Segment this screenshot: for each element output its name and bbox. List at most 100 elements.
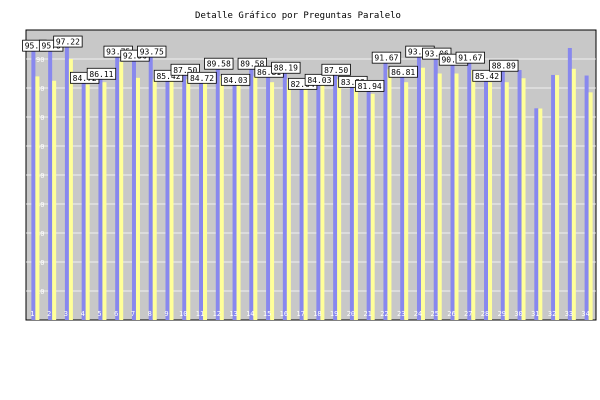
data-label: 87.50: [170, 63, 200, 76]
bar-series2-11: [203, 80, 208, 320]
bar-series1-16: [282, 64, 287, 321]
bar-series2-17: [303, 82, 308, 320]
data-label-text: 89.58: [207, 60, 231, 69]
data-label-text: 86.81: [257, 68, 281, 77]
x-tick-label: 34: [581, 310, 589, 318]
bar-series2-15: [270, 82, 275, 320]
x-tick-label: 28: [481, 310, 489, 318]
bar-series1-19: [333, 66, 338, 320]
x-tick-label: 15: [263, 310, 271, 318]
x-tick-label: 23: [397, 310, 405, 318]
x-tick-label: 9: [164, 310, 168, 318]
bar-series2-3: [68, 58, 73, 320]
bar-series1-15: [266, 68, 271, 320]
x-tick-label: 10: [179, 310, 187, 318]
x-tick-label: 12: [213, 310, 221, 318]
x-tick-label: 32: [548, 310, 556, 318]
bar-series1-5: [98, 70, 103, 320]
y-tick-label: 20: [36, 259, 44, 267]
bar-series2-25: [437, 73, 442, 320]
x-tick-label: 25: [431, 310, 439, 318]
y-tick-label: 60: [36, 143, 44, 151]
data-label-text: 83.33: [341, 78, 365, 87]
bar-series1-4: [81, 74, 86, 320]
bar-series1-32: [551, 74, 556, 320]
bar-series1-8: [148, 48, 153, 320]
bar-series2-21: [370, 93, 375, 320]
bar-series1-24: [416, 48, 421, 320]
bar-series2-29: [504, 82, 509, 320]
bar-series2-6: [119, 61, 124, 321]
bar-series1-27: [467, 54, 472, 320]
bar-series1-34: [584, 75, 589, 320]
data-label-text: 81.94: [358, 82, 382, 91]
bar-series1-17: [299, 80, 304, 321]
bar-series2-34: [588, 92, 593, 320]
bar-series1-12: [215, 60, 220, 321]
bar-series1-28: [484, 72, 489, 320]
bar-series2-12: [219, 75, 224, 320]
bar-series2-1: [35, 76, 40, 321]
y-tick-label: 90: [36, 56, 44, 64]
bar-series2-28: [488, 82, 493, 320]
bar-series1-14: [249, 60, 254, 321]
x-tick-label: 11: [196, 310, 204, 318]
x-tick-label: 2: [47, 310, 51, 318]
data-label-text: 88.19: [274, 64, 298, 73]
bar-series1-3: [64, 38, 69, 320]
data-label: 88.89: [489, 59, 519, 72]
data-label-text: 93.06: [425, 50, 449, 59]
x-tick-label: 20: [347, 310, 355, 318]
x-tick-label: 16: [280, 310, 288, 318]
data-label-text: 95.8: [42, 42, 61, 51]
data-label: 84.72: [187, 71, 217, 84]
bar-series1-7: [131, 52, 136, 320]
bar-series2-22: [387, 69, 392, 320]
data-label-text: 93.75: [140, 48, 164, 57]
y-tick-label: 50: [36, 172, 44, 180]
x-axis-ticks: 1 2 3 4 5 6 7 8 9 10 11 12 13 14 15 16 17 18 19 20 21 22 23 24 2…: [30, 310, 590, 318]
bar-series1-2: [48, 42, 53, 321]
y-tick-label: 80: [36, 85, 44, 93]
data-label-text: 87.50: [173, 66, 197, 75]
data-label-text: 93.75: [106, 48, 130, 57]
bars: [31, 38, 593, 321]
x-tick-label: 3: [64, 310, 68, 318]
bar-series2-4: [85, 84, 90, 321]
bar-series2-13: [236, 82, 241, 320]
bar-series1-21: [366, 82, 371, 321]
bar-series1-22: [383, 54, 388, 320]
bar-series1-29: [500, 62, 505, 321]
bar-series1-10: [182, 66, 187, 320]
data-label-text: 89.58: [240, 60, 264, 69]
bar-series2-26: [454, 73, 459, 320]
data-label: 91.67: [371, 51, 402, 64]
bar-series2-33: [571, 68, 576, 320]
data-label-text: 84.03: [224, 76, 248, 85]
data-labels: 95.895.897.2284.7286.1193.7592.3693.7585…: [22, 35, 519, 92]
x-tick-label: 8: [148, 310, 152, 318]
bar-series2-30: [521, 78, 526, 321]
data-label-text: 84.72: [190, 74, 214, 83]
bar-series1-1: [31, 42, 36, 321]
data-label-text: 86.81: [391, 68, 415, 77]
data-label-text: 84.72: [73, 74, 97, 83]
data-label: 91.67: [455, 51, 485, 64]
y-tick-label: 10: [36, 288, 44, 296]
bar-series1-23: [400, 68, 405, 320]
bar-series2-16: [286, 79, 291, 320]
data-label: 84.03: [220, 73, 251, 86]
bar-series1-25: [433, 50, 438, 320]
data-label: 89.58: [204, 57, 234, 70]
bar-series1-18: [316, 76, 321, 320]
x-tick-label: 17: [296, 310, 304, 318]
x-tick-label: 27: [464, 310, 472, 318]
data-label-text: 91.67: [374, 54, 398, 63]
bar-series2-23: [404, 82, 409, 320]
bar-series2-18: [320, 80, 325, 320]
data-label-text: 87.50: [324, 66, 348, 75]
x-tick-label: 22: [380, 310, 388, 318]
data-label-text: 84.03: [307, 76, 331, 85]
data-label: 84.03: [304, 73, 335, 86]
data-label-text: 82.64: [291, 80, 315, 89]
